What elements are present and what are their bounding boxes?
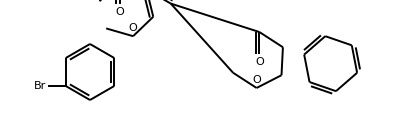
Text: Br: Br: [34, 81, 46, 91]
Text: O: O: [129, 23, 137, 33]
Text: O: O: [252, 75, 261, 85]
Text: O: O: [115, 7, 124, 17]
Text: O: O: [255, 57, 264, 67]
